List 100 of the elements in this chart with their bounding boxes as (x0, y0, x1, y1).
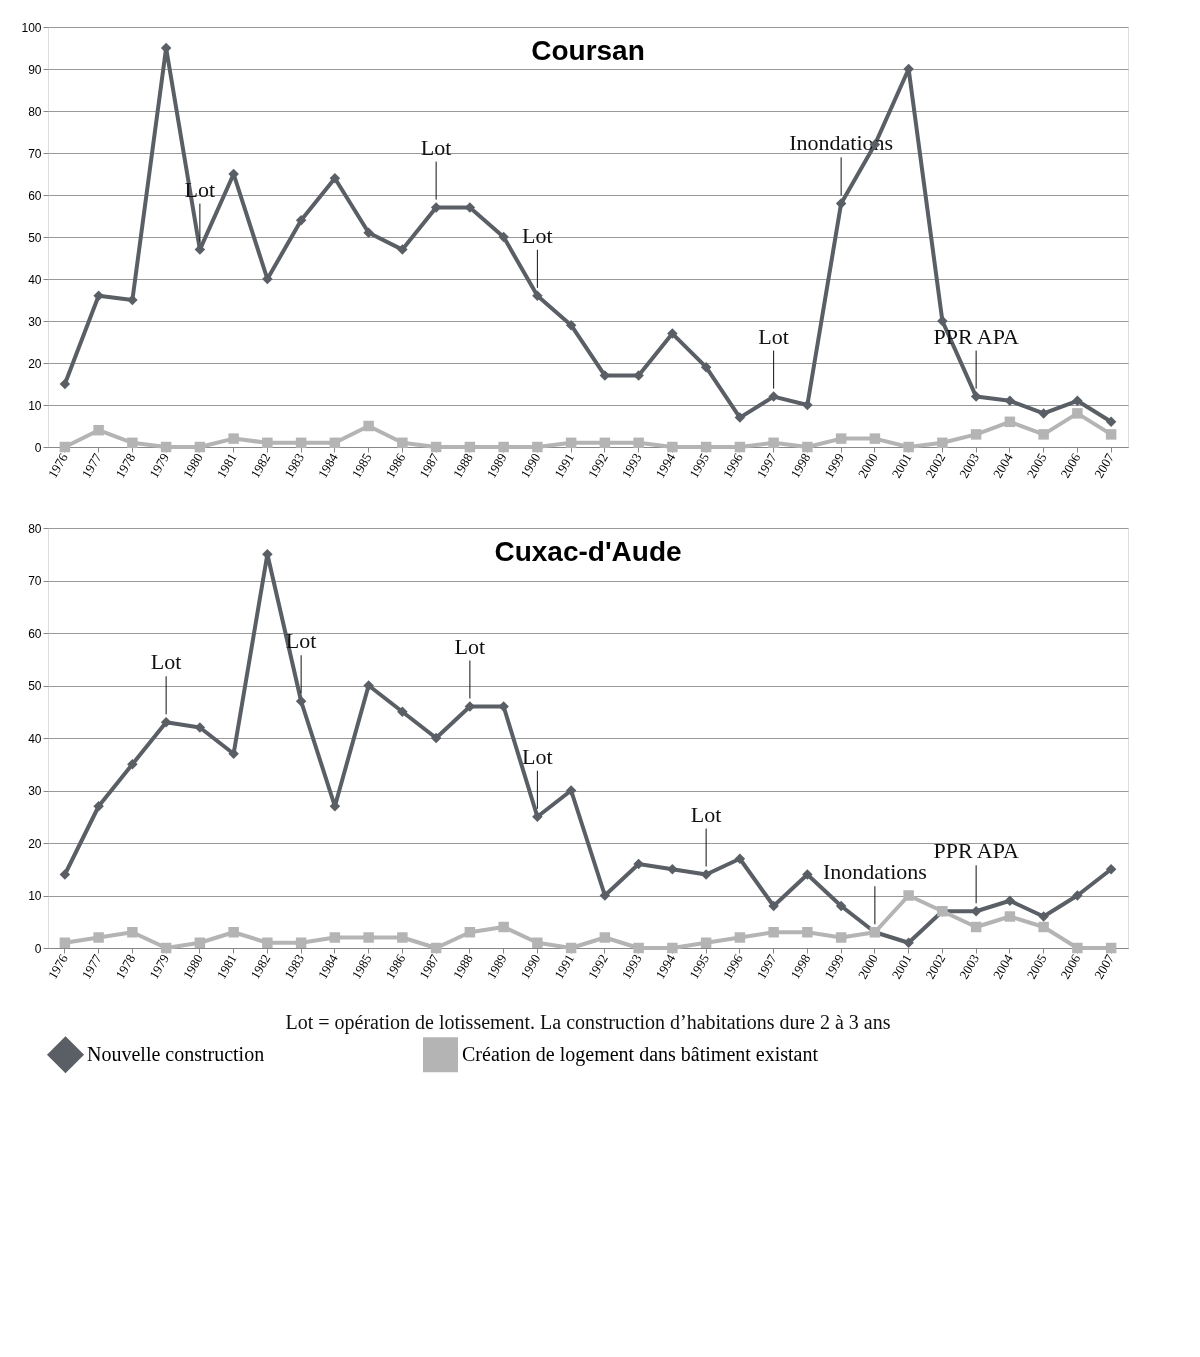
annotation: Lot (150, 649, 182, 675)
point (802, 441, 813, 453)
point (633, 942, 644, 954)
y-tick-label: 50 (28, 230, 42, 245)
point (1038, 921, 1049, 933)
annotation: PPR APA (933, 838, 1019, 864)
y-tick-label: 30 (28, 314, 42, 329)
point (835, 198, 847, 209)
point (700, 937, 712, 948)
point (228, 748, 239, 759)
point (667, 864, 678, 875)
point (498, 921, 509, 933)
point (498, 441, 509, 453)
point (59, 378, 71, 390)
point (194, 937, 206, 948)
point (700, 869, 712, 880)
text: Lot = opération de lotissement. La construction d’habitations dure 2 à 3 ans (285, 1011, 891, 1034)
annotation: Lot (690, 801, 722, 827)
y-tick-label: 20 (28, 836, 42, 851)
point (295, 937, 307, 948)
annotation: Lot (454, 633, 486, 659)
point (903, 937, 914, 948)
annotation: Lot (420, 134, 452, 160)
point (93, 801, 104, 812)
y-tick-label: 70 (28, 574, 42, 588)
point (667, 441, 678, 453)
point (160, 942, 172, 954)
point (802, 927, 813, 938)
point (802, 399, 813, 411)
chart-title: Cuxac-d'Aude (494, 536, 682, 567)
point (397, 706, 408, 717)
point (397, 437, 408, 449)
point (397, 244, 408, 255)
point (1105, 942, 1117, 954)
point (734, 853, 746, 864)
point (599, 932, 611, 943)
y-tick-label: 70 (28, 146, 42, 161)
point (768, 900, 779, 912)
annotation: Lot (522, 743, 553, 769)
point (1004, 911, 1016, 922)
point (464, 927, 476, 938)
annotation: Inondations (822, 859, 927, 885)
point (1105, 864, 1117, 875)
point (869, 433, 881, 444)
point (430, 732, 442, 744)
point (430, 441, 442, 453)
point (937, 315, 948, 327)
point (329, 172, 341, 184)
point (329, 932, 341, 943)
point (363, 680, 374, 691)
point (700, 361, 712, 373)
point (667, 942, 678, 954)
y-tick-label: 0 (34, 440, 42, 455)
point (160, 441, 172, 453)
point (194, 722, 206, 733)
point (295, 437, 307, 449)
point (1038, 408, 1049, 419)
point (1072, 395, 1083, 407)
point (532, 441, 543, 453)
point (1004, 416, 1016, 428)
point (700, 441, 712, 453)
point (498, 231, 509, 243)
point (970, 429, 982, 440)
point (903, 441, 914, 453)
point (194, 441, 206, 453)
point (734, 441, 746, 453)
point (532, 811, 543, 822)
point (835, 433, 847, 444)
point (802, 869, 813, 880)
point (937, 437, 948, 449)
point (599, 890, 611, 901)
point (127, 927, 138, 938)
y-tick-label: 0 (34, 941, 42, 956)
y-tick-label: 20 (28, 356, 42, 371)
point (768, 927, 779, 938)
y-tick-label: 100 (21, 20, 42, 35)
point (768, 437, 779, 449)
point (734, 412, 746, 423)
point (295, 214, 307, 226)
point (599, 437, 611, 449)
point (59, 869, 71, 880)
point (363, 420, 374, 432)
point (262, 937, 273, 948)
annotation: Lot (522, 222, 553, 248)
chart-title: Coursan (531, 35, 645, 66)
point (228, 927, 239, 938)
annotation: Lot (758, 323, 789, 349)
point (430, 942, 442, 954)
y-tick-label: 60 (28, 188, 42, 203)
y-tick-label: 80 (28, 104, 42, 119)
point (835, 900, 847, 912)
y-tick-label: 90 (28, 62, 42, 77)
point (93, 290, 104, 302)
legend-label: Nouvelle construction (87, 1042, 265, 1065)
point (59, 441, 71, 453)
point (903, 890, 914, 901)
point (464, 441, 476, 453)
y-tick-label: 40 (28, 731, 42, 746)
y-tick-label: 10 (28, 398, 42, 413)
y-tick-label: 60 (28, 626, 42, 641)
